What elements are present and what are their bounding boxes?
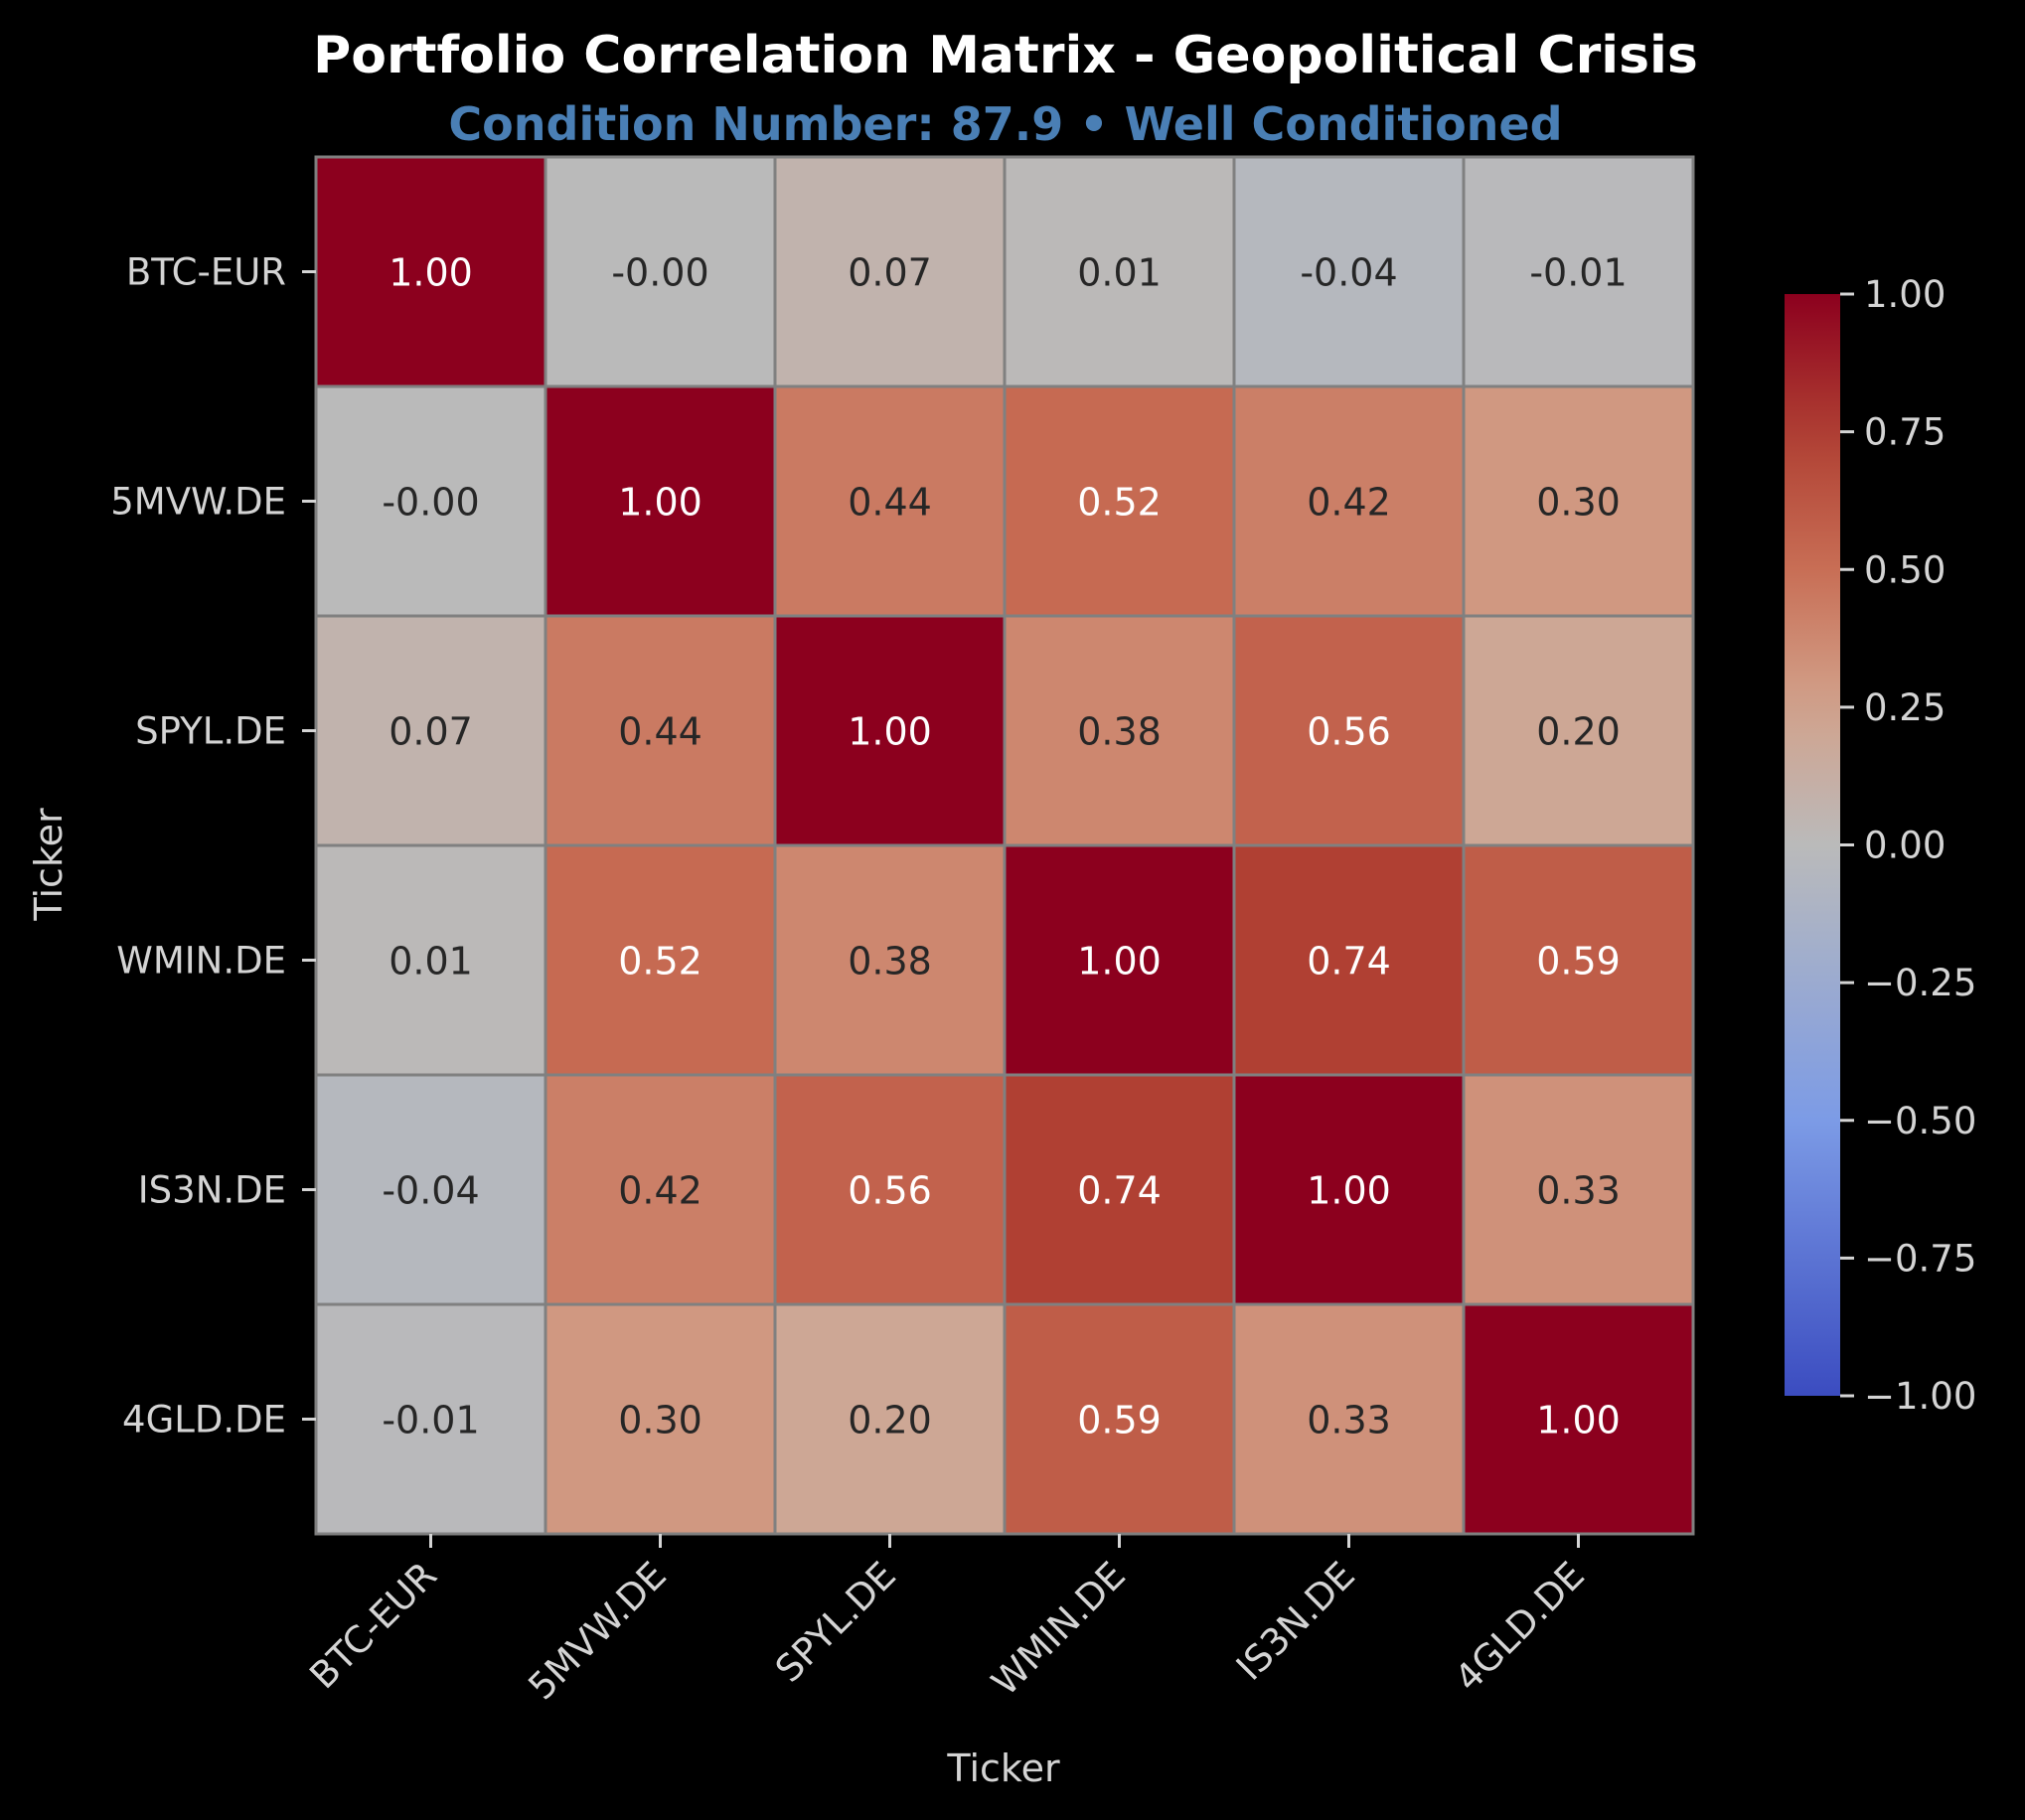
colorbar-tick-label: 0.75 [1864,411,1946,454]
x-axis-title: Ticker [946,1746,1060,1790]
heatmap-cell [314,1073,547,1306]
chart-subtitle: Condition Number: 87.9 • Well Conditione… [448,97,1562,151]
heatmap-cell-label: 0.56 [848,1169,932,1213]
heatmap-cell-label: 0.33 [1536,1169,1621,1213]
heatmap-cell [1003,384,1236,618]
heatmap-cell-label: 0.56 [1307,710,1391,754]
heatmap-cell-label: 0.20 [848,1399,932,1442]
heatmap-cell [773,155,1007,388]
heatmap-cell [314,843,547,1077]
y-tick-label: SPYL.DE [135,710,286,753]
heatmap-cell-label: 1.00 [1307,1169,1391,1213]
heatmap-cell-label: -0.04 [1300,251,1397,295]
heatmap-cell-label: 0.07 [848,251,932,295]
heatmap-cell-label: 0.20 [1536,710,1621,754]
heatmap-cell-label: 0.30 [1536,481,1621,525]
heatmap-cell [1232,155,1466,388]
heatmap-cell [1003,614,1236,847]
heatmap-cell [1232,1073,1466,1306]
heatmap-cell-label: 1.00 [389,251,473,295]
heatmap-cell [1003,155,1236,388]
heatmap-cell-label: 0.38 [848,940,932,984]
heatmap-cell [1462,843,1695,1077]
y-tick-label: 5MVW.DE [110,481,286,524]
heatmap-cell [1462,155,1695,388]
heatmap-cell-label: 0.30 [618,1399,702,1442]
heatmap-cell-label: -0.00 [382,481,479,525]
heatmap-cell [1462,384,1695,618]
heatmap-cell [1232,614,1466,847]
colorbar-tick-label: 1.00 [1864,273,1946,316]
heatmap-cell-label: 1.00 [1536,1399,1621,1442]
y-tick-label: IS3N.DE [138,1169,286,1212]
y-tick-label: 4GLD.DE [122,1399,286,1441]
heatmap-cell [544,614,777,847]
heatmap-cell [544,155,777,388]
colorbar-tick-label: −0.25 [1864,962,1976,1004]
heatmap-cell [1462,1073,1695,1306]
heatmap-cell [544,384,777,618]
heatmap-cell-label: 0.74 [1077,1169,1162,1213]
heatmap-cell [1462,614,1695,847]
heatmap-cell-label: -0.04 [382,1169,479,1213]
heatmap-cell [1003,1073,1236,1306]
heatmap-cell [1003,843,1236,1077]
heatmap-cell-label: 0.59 [1536,940,1621,984]
heatmap-cell-label: 0.74 [1307,940,1391,984]
y-axis-title: Ticker [27,808,71,922]
colorbar-tick-label: 0.50 [1864,548,1946,591]
x-tick-label: 5MVW.DE [520,1554,674,1708]
heatmap-cell-label: 1.00 [848,710,932,754]
heatmap-cell-label: 0.33 [1307,1399,1391,1442]
colorbar-tick-label: 0.00 [1864,825,1946,867]
heatmap-cell-label: 0.42 [1307,481,1391,525]
heatmap-cell-label: -0.01 [382,1399,479,1442]
colorbar-tick-label: −1.00 [1864,1375,1976,1418]
heatmap-cell [1232,1302,1466,1536]
heatmap-cell [1232,843,1466,1077]
heatmap-cell [314,614,547,847]
y-axis: BTC-EUR 5MVW.DE SPYL.DE WMIN.DE IS3N.DE 4GLD.… [110,251,316,1441]
heatmap-cell [1462,1302,1695,1536]
heatmap-cell-labels: 1.00 -0.00 0.07 0.01 -0.04 -0.01 -0.00 1.00 0.44… [382,251,1627,1442]
heatmap-cell-label: 0.07 [389,710,473,754]
colorbar [1785,294,1840,1396]
heatmap-cell-label: 0.44 [618,710,702,754]
heatmap-cell [314,155,547,388]
heatmap-cell-label: 0.01 [389,940,473,984]
x-tick-label: WMIN.DE [984,1554,1134,1704]
heatmap-cell-label: 0.44 [848,481,932,525]
y-tick-label: WMIN.DE [116,940,286,983]
heatmap-cell-label: 0.01 [1077,251,1162,295]
heatmap-cell-label: 0.52 [1077,481,1162,525]
heatmap-cell-label: -0.00 [611,251,708,295]
heatmap-cell [773,1073,1007,1306]
heatmap-cell-label: 1.00 [1077,940,1162,984]
x-axis: BTC-EUR 5MVW.DE SPYL.DE WMIN.DE IS3N.DE 4GLD.… [301,1534,1593,1708]
heatmap-cell-label: 1.00 [618,481,702,525]
heatmap-cell-label: 0.59 [1077,1399,1162,1442]
colorbar-tick-label: −0.50 [1864,1100,1976,1142]
heatmap-cell-label: 0.52 [618,940,702,984]
colorbar-tick-label: 0.25 [1864,686,1946,729]
y-tick-label: BTC-EUR [126,251,286,294]
x-tick-label: BTC-EUR [301,1554,444,1697]
heatmap-cell-label: -0.01 [1529,251,1627,295]
chart-title: Portfolio Correlation Matrix - Geopoliti… [313,26,1698,85]
heatmap-cell [314,1302,547,1536]
x-tick-label: 4GLD.DE [1447,1554,1593,1700]
heatmap-cell [544,843,777,1077]
x-tick-label: SPYL.DE [767,1554,904,1691]
heatmap-cell-label: 0.38 [1077,710,1162,754]
colorbar-tick-label: −0.75 [1864,1237,1976,1280]
heatmap-cell [773,843,1007,1077]
x-tick-label: IS3N.DE [1228,1554,1363,1689]
heatmap-cells [314,155,1695,1536]
heatmap-cell-label: 0.42 [618,1169,702,1213]
colorbar-ticks: 1.00 0.75 0.50 0.25 0.00 −0.25 −0.50 −0.75 −1.00 [1840,273,1976,1418]
